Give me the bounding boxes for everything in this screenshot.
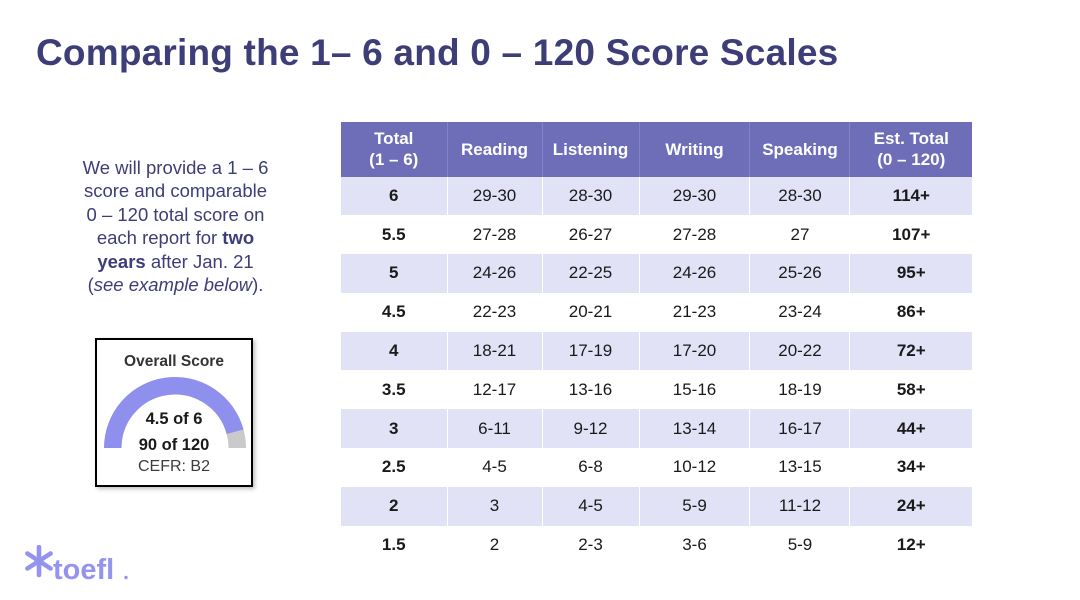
svg-text:toefl: toefl bbox=[53, 554, 114, 586]
